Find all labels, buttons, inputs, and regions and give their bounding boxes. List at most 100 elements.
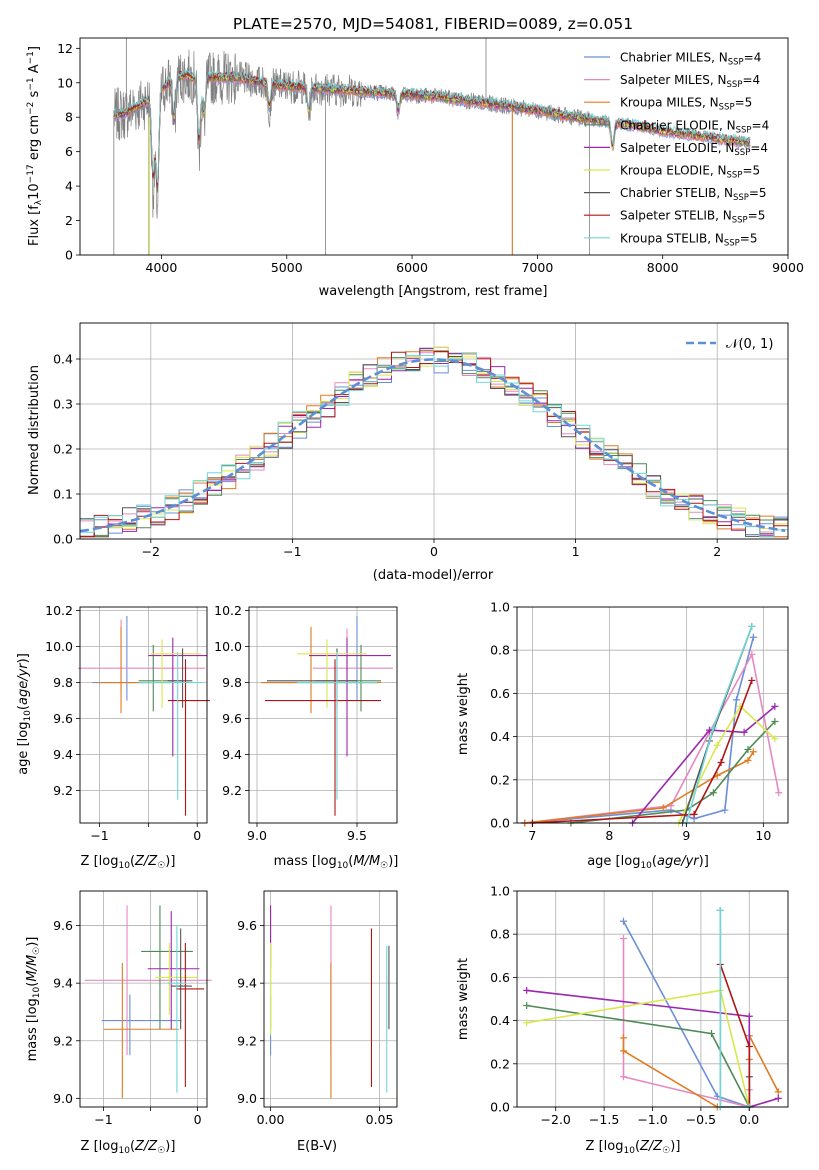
mw-marker bbox=[717, 759, 725, 767]
residual-ylabel: Normed distribution bbox=[27, 365, 42, 495]
spectrum-title: PLATE=2570, MJD=54081, FIBERID=0089, z=0… bbox=[233, 15, 633, 33]
mw-marker bbox=[771, 702, 779, 710]
legend-entry: Salpeter STELIB, NSSP=5 bbox=[620, 209, 765, 226]
gauss-curve bbox=[79, 358, 786, 533]
mw-marker bbox=[716, 906, 724, 914]
y-tick-label: 9.2 bbox=[237, 1033, 257, 1048]
axes-frame bbox=[79, 606, 208, 824]
y-tick-label: 2 bbox=[65, 213, 73, 228]
mw-marker bbox=[775, 789, 783, 797]
y-tick-label: 0.6 bbox=[490, 686, 510, 701]
mw-marker bbox=[732, 696, 740, 704]
x-tick-label: 0 bbox=[430, 544, 438, 559]
mw-age-marks bbox=[521, 622, 783, 827]
mw-marker bbox=[619, 935, 627, 943]
y-tick-label: 9.6 bbox=[222, 711, 242, 726]
y-tick-label: 0 bbox=[65, 248, 73, 263]
y-tick-label: 0.8 bbox=[490, 643, 510, 658]
mw-marker bbox=[619, 1034, 627, 1042]
x-tick-label: 7000 bbox=[521, 260, 553, 275]
axes-frame bbox=[79, 37, 789, 256]
mw-marker bbox=[619, 1073, 627, 1081]
y-tick-label: 1.0 bbox=[490, 600, 510, 615]
x-tick-label: −2 bbox=[142, 544, 160, 559]
mw-age-xlabel: age [log10(age/yr)] bbox=[587, 854, 709, 871]
residual-legend: 𝒩(0, 1) bbox=[686, 337, 773, 352]
mass-z-marks bbox=[84, 905, 212, 1099]
mw-line-7 bbox=[532, 680, 753, 824]
mw-age-ylabel: mass weight bbox=[456, 673, 471, 755]
y-tick-label: 9.0 bbox=[237, 1091, 257, 1106]
residual-panel: −2 −1 0 1 2 0.0 0.1 0.2 0.3 0.4 (data-model)/erro… bbox=[27, 322, 789, 583]
age-mass-marks bbox=[261, 616, 393, 816]
mw-marker bbox=[771, 735, 779, 743]
y-tick-label: 10.2 bbox=[214, 603, 242, 618]
mass-ebv-panel: 0.00 0.05 9.0 9.2 9.4 9.6 E(B-V) bbox=[237, 890, 398, 1154]
gauss-legend-label: 𝒩(0, 1) bbox=[726, 337, 773, 352]
mw-marker bbox=[619, 1047, 627, 1055]
age-mass-panel: 9.0 9.5 9.2 9.4 9.6 9.8 10.0 10.2 mass [log10(M… bbox=[214, 603, 398, 871]
spectrum-legend: Chabrier MILES, NSSP=4 Salpeter MILES, NS… bbox=[584, 51, 769, 248]
spectrum-axes: 4000 5000 6000 7000 8000 9000 0 2 4 6 8 10 12 bbox=[57, 37, 804, 275]
x-tick-label: 6000 bbox=[396, 260, 428, 275]
x-tick-label: −1.5 bbox=[589, 1112, 619, 1127]
legend-entry: Chabrier ELODIE, NSSP=4 bbox=[620, 118, 769, 135]
mw-marker bbox=[709, 724, 717, 732]
model-spectrum-7 bbox=[113, 70, 751, 185]
axes-frame bbox=[516, 890, 789, 1108]
y-tick-label: 0.0 bbox=[53, 532, 73, 547]
y-tick-label: 0.8 bbox=[490, 927, 510, 942]
y-tick-label: 0.2 bbox=[490, 772, 510, 787]
x-tick-label: −1.0 bbox=[637, 1112, 667, 1127]
residual-xlabel: (data-model)/error bbox=[373, 568, 494, 583]
axes-frame bbox=[79, 890, 208, 1108]
mw-marker bbox=[744, 756, 752, 764]
y-tick-label: 9.2 bbox=[53, 783, 73, 798]
y-tick-label: 6 bbox=[65, 144, 73, 159]
legend-entry: Salpeter ELODIE, NSSP=4 bbox=[620, 141, 768, 158]
x-tick-label: 0 bbox=[194, 1112, 202, 1127]
y-tick-label: 0.1 bbox=[53, 487, 73, 502]
x-tick-label: 4000 bbox=[146, 260, 178, 275]
y-tick-label: 0.4 bbox=[490, 1013, 510, 1028]
y-tick-label: 9.0 bbox=[53, 1091, 73, 1106]
mw-marker bbox=[740, 728, 748, 736]
axes-frame bbox=[79, 322, 789, 540]
axes-frame bbox=[263, 890, 398, 1108]
legend-entry: Kroupa MILES, NSSP=5 bbox=[620, 96, 752, 113]
y-tick-label: 9.4 bbox=[237, 976, 257, 991]
age-z-marks bbox=[78, 616, 210, 816]
age-z-xlabel: Z [log10(Z/Z☉)] bbox=[81, 854, 176, 871]
mw-line-4 bbox=[631, 705, 776, 824]
x-tick-label: 9 bbox=[682, 828, 690, 843]
y-tick-label: 0.4 bbox=[53, 352, 73, 367]
x-tick-label: −1 bbox=[90, 828, 108, 843]
mw-marker bbox=[523, 1019, 531, 1027]
mw-marker bbox=[774, 1094, 782, 1102]
axes-frame bbox=[248, 606, 398, 824]
mw-marker bbox=[523, 986, 531, 994]
mass-ebv-xlabel: E(B-V) bbox=[297, 1139, 337, 1154]
mw-marker bbox=[705, 726, 713, 734]
y-tick-label: 10 bbox=[57, 75, 73, 90]
mw-marker bbox=[690, 810, 698, 818]
x-tick-label: 8 bbox=[605, 828, 613, 843]
mw-marker bbox=[619, 917, 627, 925]
x-tick-label: 5000 bbox=[271, 260, 303, 275]
residual-axes: −2 −1 0 1 2 0.0 0.1 0.2 0.3 0.4 bbox=[53, 322, 789, 559]
mw-marker bbox=[748, 651, 756, 659]
x-tick-label: 2 bbox=[713, 544, 721, 559]
x-tick-label: −1 bbox=[283, 544, 301, 559]
legend-entry: Chabrier MILES, NSSP=4 bbox=[620, 51, 761, 68]
mw-marker bbox=[659, 804, 667, 812]
legend-entry: Salpeter MILES, NSSP=4 bbox=[620, 73, 760, 90]
mw-age-panel: 7 8 9 10 0.0 0.2 0.4 0.6 0.8 1.0 age [log10(age/y… bbox=[456, 600, 789, 871]
mw-z-xlabel: Z [log10(Z/Z☉)] bbox=[586, 1139, 681, 1156]
y-tick-label: 0.2 bbox=[490, 1056, 510, 1071]
y-tick-label: 9.6 bbox=[237, 918, 257, 933]
spectrum-ylabel: Flux [fλ10−17 erg cm−2 s−1 A−1] bbox=[26, 46, 44, 246]
age-z-ylabel: age [log10(age/yr)] bbox=[16, 653, 33, 775]
mw-marker bbox=[744, 746, 752, 754]
mass-z-xlabel: Z [log10(Z/Z☉)] bbox=[81, 1139, 176, 1156]
